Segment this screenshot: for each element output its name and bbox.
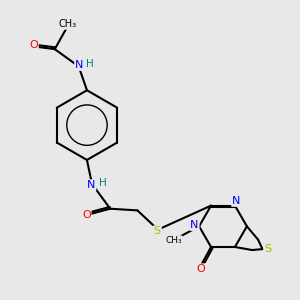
- Text: N: N: [75, 60, 83, 70]
- Text: CH₃: CH₃: [165, 236, 182, 245]
- Text: S: S: [264, 244, 271, 254]
- Text: S: S: [154, 226, 161, 236]
- Text: N: N: [190, 220, 199, 230]
- Text: N: N: [232, 196, 241, 206]
- Text: O: O: [197, 264, 206, 274]
- Text: CH₃: CH₃: [59, 19, 77, 29]
- Text: O: O: [82, 210, 91, 220]
- Text: O: O: [29, 40, 38, 50]
- Text: N: N: [87, 180, 95, 190]
- Text: H: H: [99, 178, 106, 188]
- Text: H: H: [86, 59, 94, 69]
